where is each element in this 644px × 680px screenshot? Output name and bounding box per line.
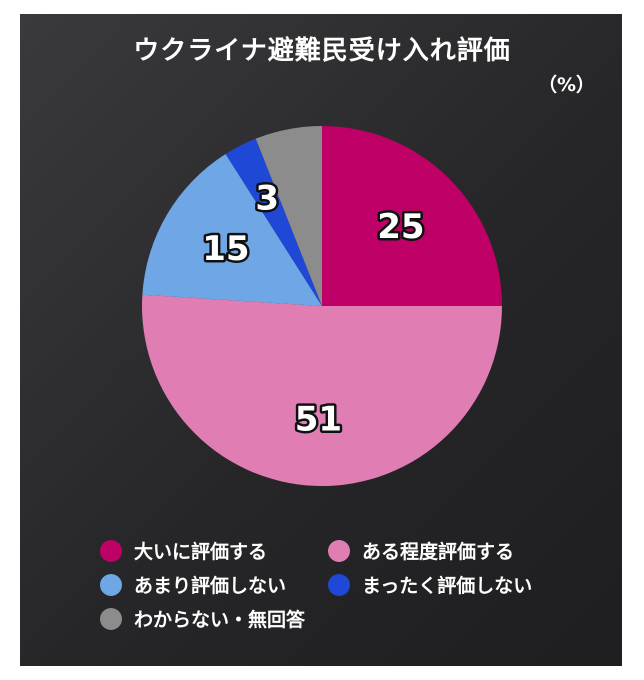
chart-title: ウクライナ避難民受け入れ評価 xyxy=(133,36,511,66)
legend-swatch xyxy=(100,573,122,596)
legend-item-somewhat-approve: ある程度評価する xyxy=(328,537,514,564)
pie-slice-somewhat-approve xyxy=(141,294,503,487)
legend-label: あまり評価しない xyxy=(134,575,287,597)
legend-item-not-at-all-approve: まったく評価しない xyxy=(328,571,532,598)
legend-item-not-much-approve: あまり評価しない xyxy=(100,571,286,598)
legend-swatch xyxy=(100,607,122,630)
pie-slice-not-at-all-approve xyxy=(225,138,322,306)
pie-slice-strongly-approve xyxy=(322,126,502,306)
slice-value-label: 3 xyxy=(255,179,279,219)
legend-item-no-answer: わからない・無回答 xyxy=(100,605,305,632)
legend-item-strongly-approve: 大いに評価する xyxy=(100,537,267,564)
unit-label: （%） xyxy=(538,74,596,96)
legend-label: 大いに評価する xyxy=(134,541,268,563)
legend-label: まったく評価しない xyxy=(362,575,533,597)
legend-label: ある程度評価する xyxy=(362,541,515,563)
legend-label: わからない・無回答 xyxy=(134,609,306,631)
pie-slice-not-much-approve xyxy=(142,154,322,306)
legend-swatch xyxy=(100,539,122,562)
slice-value-label: 51 xyxy=(295,399,342,439)
pie-slice-no-answer xyxy=(255,126,322,306)
slice-value-label: 15 xyxy=(202,229,249,269)
legend-swatch xyxy=(328,539,350,562)
legend-swatch xyxy=(328,573,350,596)
slice-value-label: 25 xyxy=(377,207,424,247)
